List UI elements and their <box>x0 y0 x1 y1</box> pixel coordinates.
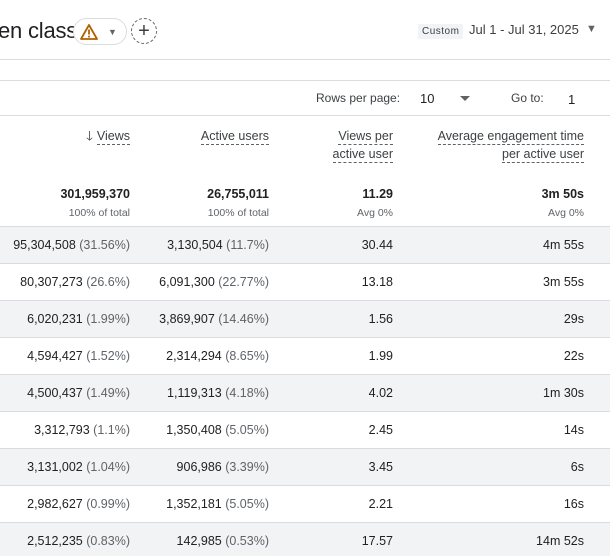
cell-views-per-user: 2.45 <box>368 423 393 437</box>
cell-views: 4,594,427 (1.52%) <box>27 349 130 363</box>
report-header: en class ▼ + Custom Jul 1 - Jul 31, 2025… <box>0 0 610 60</box>
cell-active-users: 1,350,408 (5.05%) <box>166 423 269 437</box>
col-header-views[interactable]: 🡓 Views <box>86 128 130 145</box>
cell-views: 3,131,002 (1.04%) <box>27 460 130 474</box>
cell-views-per-user: 3.45 <box>368 460 393 474</box>
total-active-users: 26,755,011 100% of total <box>207 187 269 219</box>
goto-page-input[interactable] <box>562 90 592 108</box>
cell-views-per-user: 2.21 <box>368 497 393 511</box>
cell-views: 4,500,437 (1.49%) <box>27 386 130 400</box>
table-row[interactable]: 95,304,508 (31.56%) 3,130,504 (11.7%) 30… <box>0 227 610 264</box>
table-row[interactable]: 4,594,427 (1.52%) 2,314,294 (8.65%) 1.99… <box>0 338 610 375</box>
table-row[interactable]: 4,500,437 (1.49%) 1,119,313 (4.18%) 4.02… <box>0 375 610 412</box>
total-views-per-user: 11.29 Avg 0% <box>357 187 393 219</box>
sort-arrow-down-icon: 🡓 <box>86 128 93 143</box>
cell-avg-engagement: 14m 52s <box>536 534 584 548</box>
dropdown-caret-icon <box>460 96 470 101</box>
table-row[interactable]: 80,307,273 (26.6%) 6,091,300 (22.77%) 13… <box>0 264 610 301</box>
add-comparison-button[interactable]: + <box>131 18 157 44</box>
col-header-avg-engagement[interactable]: Average engagement time per active user <box>437 129 584 163</box>
cell-views: 95,304,508 (31.56%) <box>13 238 130 252</box>
cell-views: 80,307,273 (26.6%) <box>20 275 130 289</box>
rows-per-page-label: Rows per page: <box>316 91 401 105</box>
page-title: en class <box>0 18 78 43</box>
table-row[interactable]: 2,512,235 (0.83%) 142,985 (0.53%) 17.57 … <box>0 523 610 556</box>
col-header-views-per-user[interactable]: Views per active user <box>332 129 393 163</box>
cell-views: 6,020,231 (1.99%) <box>27 312 130 326</box>
cell-avg-engagement: 16s <box>563 497 584 511</box>
total-avg-engagement: 3m 50s Avg 0% <box>541 187 584 219</box>
date-chevron-down-icon[interactable]: ▼ <box>586 23 597 35</box>
date-range-picker[interactable]: Jul 1 - Jul 31, 2025 <box>469 22 579 37</box>
cell-views: 3,312,793 (1.1%) <box>34 423 130 437</box>
cell-views: 2,512,235 (0.83%) <box>27 534 130 548</box>
cell-active-users: 2,314,294 (8.65%) <box>166 349 269 363</box>
warning-chip[interactable]: ▼ <box>73 18 127 45</box>
cell-avg-engagement: 22s <box>563 349 584 363</box>
rows-per-page-select[interactable]: 10 <box>418 90 474 108</box>
cell-active-users: 906,986 (3.39%) <box>176 460 269 474</box>
table-row[interactable]: 3,312,793 (1.1%) 1,350,408 (5.05%) 2.45 … <box>0 412 610 449</box>
cell-avg-engagement: 3m 55s <box>543 275 584 289</box>
goto-label: Go to: <box>511 91 544 105</box>
cell-views-per-user: 13.18 <box>361 275 393 289</box>
date-preset-tag: Custom <box>418 24 464 39</box>
warning-icon <box>80 23 98 40</box>
col-header-active-users[interactable]: Active users <box>200 129 269 145</box>
cell-avg-engagement: 14s <box>563 423 584 437</box>
cell-avg-engagement: 29s <box>563 312 584 326</box>
totals-row: 301,959,370 100% of total 26,755,011 100… <box>0 177 610 227</box>
cell-active-users: 3,869,907 (14.46%) <box>159 312 269 326</box>
cell-avg-engagement: 4m 55s <box>543 238 584 252</box>
table-row[interactable]: 3,131,002 (1.04%) 906,986 (3.39%) 3.45 6… <box>0 449 610 486</box>
table-row[interactable]: 2,982,627 (0.99%) 1,352,181 (5.05%) 2.21… <box>0 486 610 523</box>
cell-avg-engagement: 1m 30s <box>543 386 584 400</box>
cell-views-per-user: 4.02 <box>368 386 393 400</box>
table-row[interactable]: 6,020,231 (1.99%) 3,869,907 (14.46%) 1.5… <box>0 301 610 338</box>
table-header: 🡓 Views Active users Views per active use… <box>0 117 610 177</box>
cell-views: 2,982,627 (0.99%) <box>27 497 130 511</box>
plus-icon: + <box>138 20 150 42</box>
cell-views-per-user: 1.99 <box>368 349 393 363</box>
cell-views-per-user: 17.57 <box>361 534 393 548</box>
chevron-down-icon: ▼ <box>108 26 117 37</box>
cell-active-users: 6,091,300 (22.77%) <box>159 275 269 289</box>
total-views: 301,959,370 100% of total <box>60 187 130 219</box>
cell-avg-engagement: 6s <box>570 460 584 474</box>
rows-per-page-value: 10 <box>420 91 435 106</box>
cell-views-per-user: 1.56 <box>368 312 393 326</box>
cell-active-users: 3,130,504 (11.7%) <box>167 238 269 252</box>
pagination-bar: Rows per page: 10 Go to: <box>0 80 610 116</box>
cell-active-users: 1,352,181 (5.05%) <box>166 497 269 511</box>
cell-active-users: 142,985 (0.53%) <box>176 534 269 548</box>
cell-views-per-user: 30.44 <box>361 238 393 252</box>
cell-active-users: 1,119,313 (4.18%) <box>167 386 269 400</box>
